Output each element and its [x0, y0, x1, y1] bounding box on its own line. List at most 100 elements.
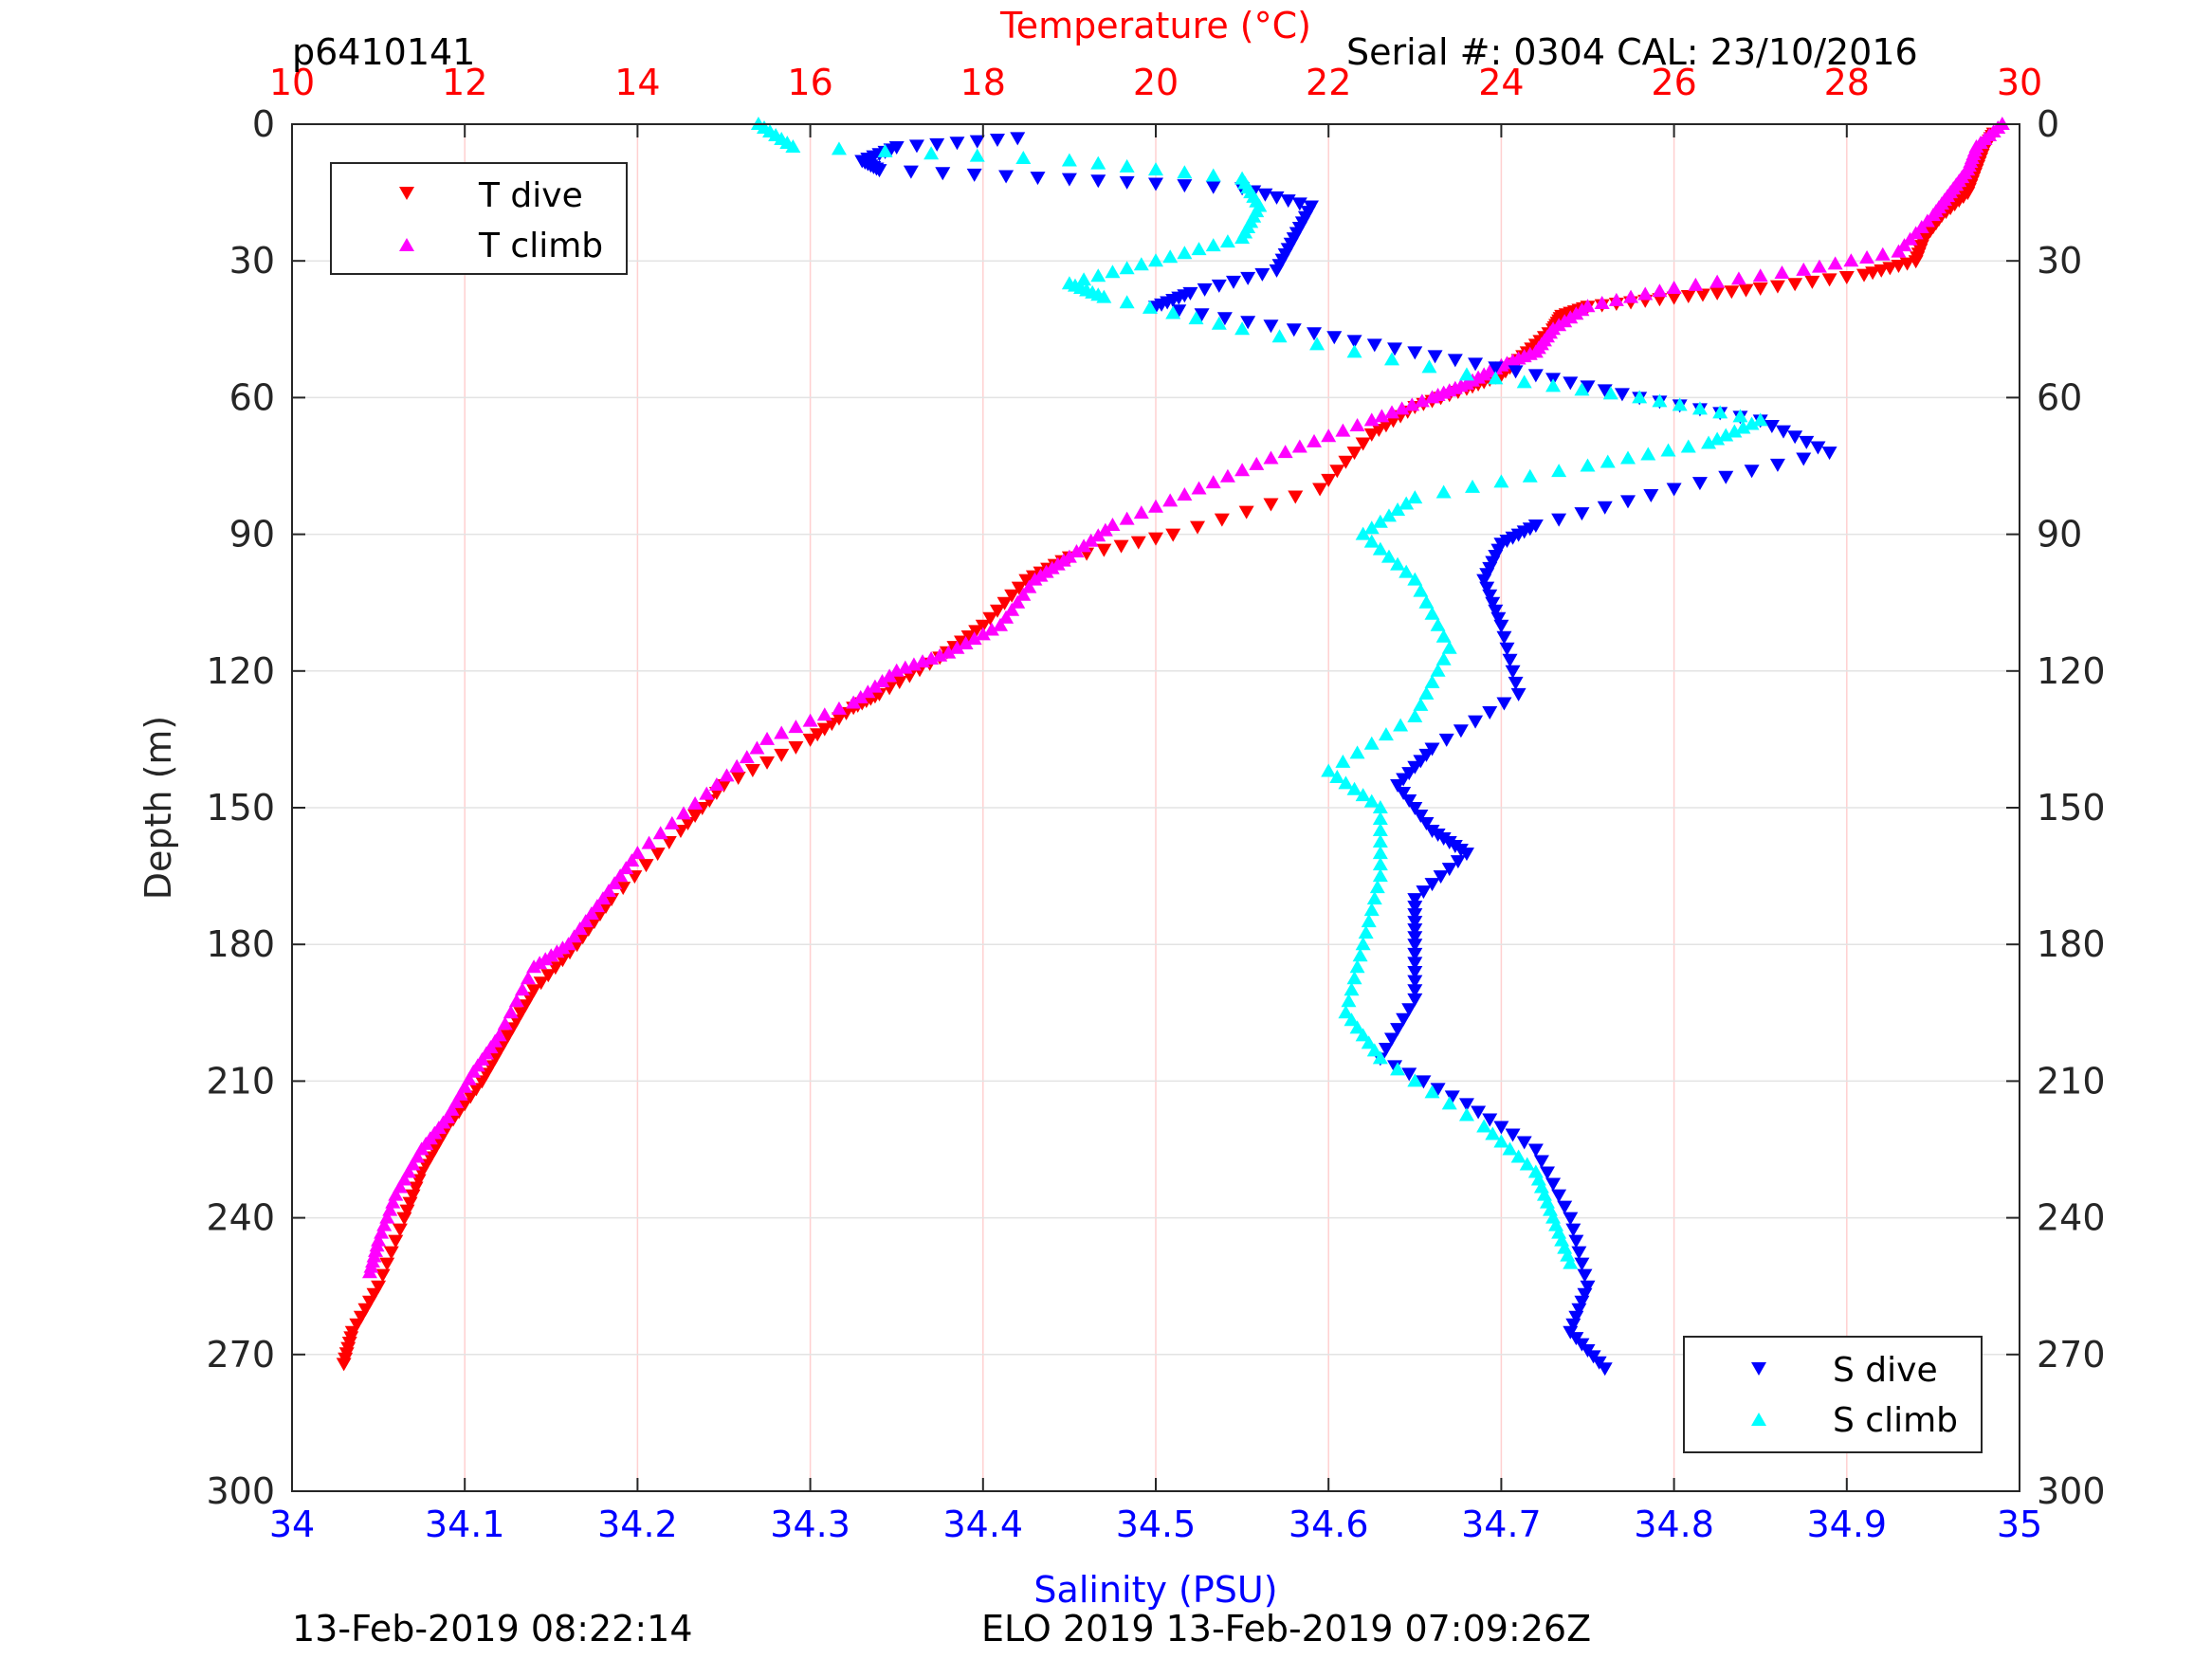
- data-point: [1191, 481, 1207, 495]
- data-point: [1194, 308, 1210, 322]
- data-point: [1096, 543, 1112, 557]
- data-point: [1499, 642, 1515, 656]
- data-point: [1363, 520, 1380, 535]
- data-point: [526, 984, 542, 998]
- temperature-tick-label: 12: [442, 62, 487, 103]
- data-point: [353, 1310, 369, 1324]
- data-point: [1148, 532, 1163, 546]
- data-point: [1329, 769, 1345, 783]
- data-point: [1119, 158, 1135, 173]
- data-point: [730, 771, 746, 785]
- data-point: [1527, 369, 1544, 383]
- data-point: [1263, 450, 1279, 465]
- data-point: [1580, 1280, 1596, 1294]
- data-point: [1407, 984, 1423, 998]
- data-point: [1580, 458, 1596, 472]
- data-point: [1216, 312, 1233, 326]
- data-point: [1441, 1096, 1457, 1110]
- data-point: [1413, 810, 1429, 824]
- data-point: [402, 1196, 418, 1211]
- temperature-tick-label: 10: [269, 62, 315, 103]
- data-point: [1637, 286, 1654, 301]
- data-point: [1435, 651, 1452, 665]
- data-point: [1450, 855, 1466, 869]
- data-point: [1407, 957, 1423, 971]
- data-point: [1378, 727, 1394, 741]
- depth-tick-label-left: 210: [206, 1060, 275, 1102]
- data-point: [1346, 335, 1362, 349]
- data-point: [1551, 1189, 1567, 1203]
- data-point: [1119, 511, 1135, 525]
- depth-tick-label-right: 300: [2037, 1470, 2106, 1512]
- data-point: [1407, 572, 1423, 586]
- data-point: [1188, 311, 1204, 325]
- data-point: [526, 959, 542, 974]
- data-point: [1401, 1003, 1417, 1017]
- data-point: [1380, 508, 1397, 522]
- data-point: [508, 994, 524, 1008]
- data-point: [810, 728, 826, 742]
- data-point: [1505, 665, 1521, 679]
- data-point: [1551, 464, 1567, 478]
- data-point: [1539, 1166, 1555, 1180]
- data-point: [759, 756, 776, 770]
- data-point: [1083, 533, 1099, 547]
- data-point: [1326, 331, 1343, 345]
- data-point: [882, 668, 898, 683]
- data-point: [1688, 277, 1704, 291]
- data-point: [1424, 606, 1440, 620]
- data-point: [1004, 602, 1020, 616]
- data-point: [388, 1234, 404, 1249]
- data-point: [1787, 278, 1803, 292]
- data-point: [1580, 380, 1596, 394]
- data-point: [1171, 304, 1187, 319]
- data-point: [1476, 574, 1492, 588]
- data-point: [1363, 534, 1380, 548]
- data-point: [566, 929, 582, 943]
- data-point: [1709, 286, 1726, 301]
- data-point: [1744, 416, 1760, 430]
- data-point: [589, 899, 605, 913]
- data-point: [960, 629, 977, 644]
- legend-salinity: S dive S climb: [1683, 1336, 1983, 1453]
- data-point: [1485, 596, 1501, 611]
- data-point: [1441, 640, 1457, 654]
- data-point: [968, 625, 984, 639]
- data-point: [1732, 409, 1748, 423]
- data-point: [1407, 1073, 1423, 1087]
- data-point: [601, 884, 617, 898]
- data-point: [687, 810, 704, 824]
- temperature-tick-label: 16: [787, 62, 832, 103]
- legend-t-climb-marker: [399, 238, 414, 251]
- data-point: [1090, 155, 1106, 170]
- depth-tick-label-left: 30: [229, 240, 275, 282]
- salinity-tick-label: 34: [269, 1504, 315, 1545]
- data-point: [1568, 1234, 1584, 1249]
- legend-s-climb-label: S climb: [1833, 1401, 1958, 1440]
- data-point: [1277, 445, 1293, 459]
- data-point: [1752, 283, 1768, 297]
- data-point: [1372, 541, 1388, 556]
- data-point: [1307, 327, 1323, 341]
- data-point: [1205, 168, 1221, 182]
- data-point: [1407, 931, 1423, 945]
- data-point: [1234, 463, 1251, 477]
- data-point: [1565, 1223, 1581, 1237]
- data-point: [1614, 388, 1630, 402]
- data-point: [1597, 384, 1613, 398]
- data-point: [923, 650, 940, 665]
- data-point: [1407, 908, 1423, 922]
- series-t-climb: [361, 117, 2010, 1279]
- depth-tick-label-right: 150: [2037, 787, 2106, 829]
- data-point: [1407, 708, 1423, 722]
- data-point: [1691, 401, 1708, 415]
- data-point: [361, 1295, 377, 1309]
- data-point: [618, 861, 634, 875]
- data-point: [888, 663, 905, 677]
- data-point: [1796, 262, 1812, 276]
- data-point: [1349, 959, 1365, 974]
- data-point: [1219, 468, 1235, 483]
- data-point: [1205, 180, 1221, 194]
- data-point: [1574, 382, 1590, 396]
